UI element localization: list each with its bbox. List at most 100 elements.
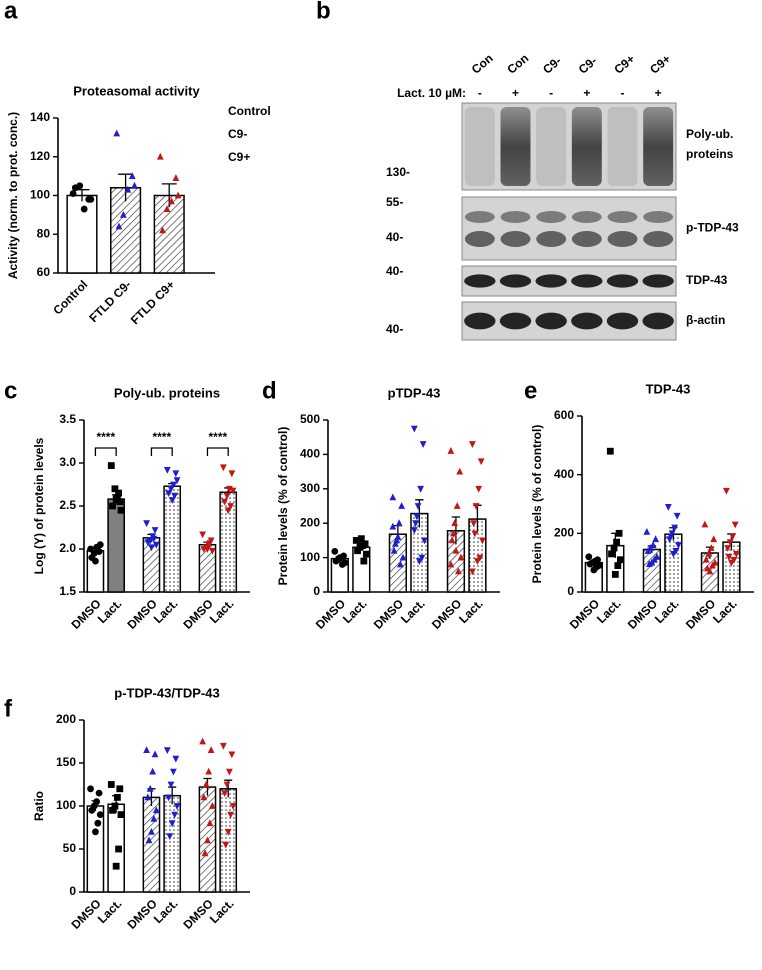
y-tick-label: 80 (37, 226, 51, 240)
data-point (168, 497, 176, 504)
significance-label: **** (208, 430, 227, 444)
blot-band (536, 231, 567, 247)
data-point (733, 550, 740, 558)
data-point (115, 845, 122, 853)
data-point (475, 485, 483, 493)
bar (163, 794, 182, 893)
data-point (610, 544, 618, 552)
data-point (418, 554, 426, 562)
data-point (391, 539, 399, 547)
data-point (451, 519, 459, 527)
y-tick-label: 3.5 (59, 412, 76, 426)
data-point (131, 181, 138, 189)
data-point (71, 184, 79, 192)
chart-title: TDP-43 (646, 381, 691, 396)
data-point (414, 503, 422, 510)
data-point (362, 550, 370, 558)
chart-title: Proteasomal activity (73, 83, 200, 98)
treatment-sign: - (549, 86, 553, 100)
data-point (152, 806, 160, 814)
data-point (199, 737, 207, 745)
data-point (474, 558, 481, 565)
blot-panel (461, 265, 677, 297)
panel-label: b (316, 0, 331, 24)
blot-band (464, 312, 496, 330)
data-point (113, 129, 121, 137)
data-point (144, 793, 152, 801)
data-point (702, 555, 710, 563)
data-point (143, 520, 150, 528)
data-point (150, 815, 158, 822)
size-marker: 55- (386, 195, 403, 209)
data-point (456, 467, 464, 475)
data-point (452, 546, 460, 554)
blot-panel (461, 102, 677, 191)
blot-band (571, 211, 602, 223)
error-bar (451, 516, 461, 545)
blot-band (464, 274, 496, 288)
band-label: p-TDP-43 (686, 221, 739, 235)
data-point (722, 487, 730, 495)
y-tick-label: 60 (37, 265, 51, 279)
size-marker: 130- (386, 165, 410, 179)
data-point (69, 190, 77, 197)
panel-label: d (262, 377, 277, 404)
legend-label: C9+ (228, 150, 250, 164)
data-point (448, 536, 456, 544)
blot-band (571, 107, 602, 186)
data-point (701, 520, 709, 528)
blot-band (536, 211, 567, 223)
data-point (223, 781, 231, 789)
data-point (709, 561, 716, 569)
data-point (228, 470, 236, 478)
data-point (608, 550, 615, 558)
data-point (94, 546, 102, 554)
treatment-sign: + (583, 86, 590, 100)
data-point (336, 554, 344, 561)
data-point (476, 554, 484, 562)
blot-band (464, 231, 495, 247)
data-point (128, 172, 136, 180)
data-point (171, 492, 179, 500)
data-point (419, 441, 427, 448)
data-point (202, 780, 210, 788)
data-point (644, 547, 652, 554)
data-point (673, 512, 681, 520)
data-point (166, 833, 174, 840)
data-point (477, 458, 485, 466)
blot-band (536, 107, 567, 186)
data-point (389, 522, 397, 530)
data-point (664, 504, 672, 511)
data-point (207, 746, 215, 753)
data-point (410, 425, 418, 433)
data-point (222, 841, 230, 849)
data-point (731, 521, 739, 529)
data-point (453, 502, 461, 509)
data-point (208, 802, 216, 809)
data-point (208, 547, 216, 555)
data-point (113, 794, 121, 801)
data-point (338, 561, 346, 568)
data-point (224, 507, 232, 515)
data-point (116, 785, 124, 793)
data-point (652, 535, 660, 543)
blot-band (500, 231, 531, 247)
data-point (615, 529, 623, 537)
data-point (117, 506, 125, 514)
data-point (107, 462, 115, 469)
data-point (705, 549, 713, 557)
blot-band (642, 274, 674, 288)
data-point (163, 205, 171, 212)
chart-title: p-TDP-43/TDP-43 (114, 685, 219, 700)
treatment-label: Lact. 10 µM: (397, 86, 466, 100)
data-point (410, 527, 418, 534)
data-point (470, 520, 478, 528)
data-point (226, 768, 233, 776)
y-tick-label: 0 (567, 584, 574, 598)
chart-title: pTDP-43 (388, 385, 441, 400)
data-point (472, 503, 480, 510)
blot-band (642, 312, 674, 330)
data-point (585, 553, 593, 561)
data-point (671, 524, 679, 532)
